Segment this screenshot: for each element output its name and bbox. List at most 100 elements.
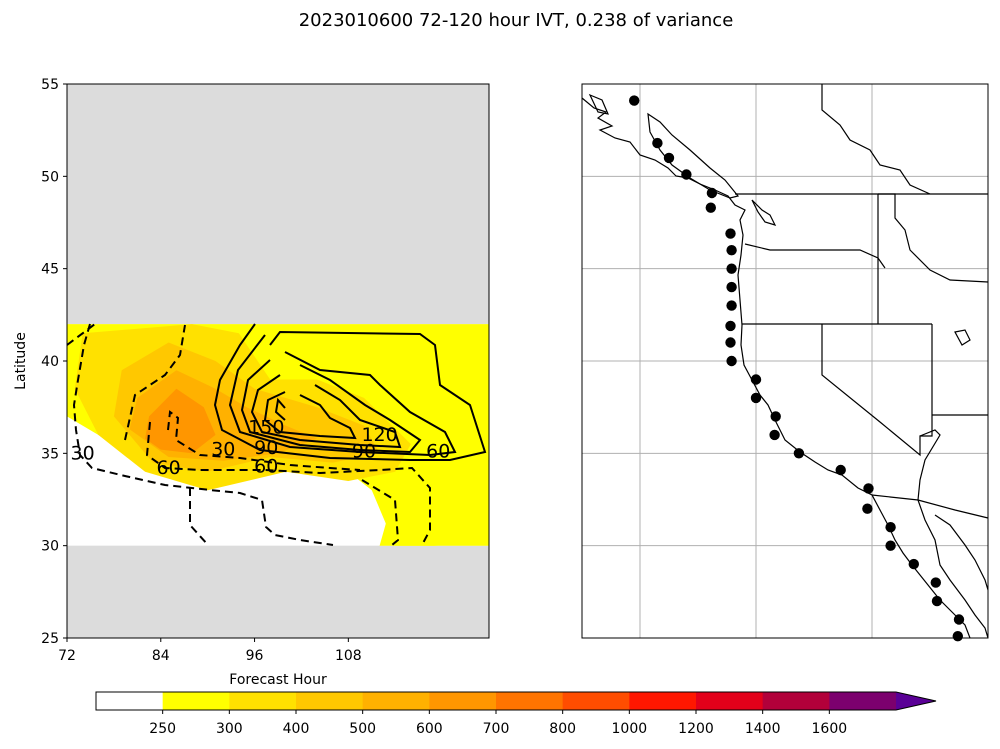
colorbar-segment-6 <box>496 692 564 710</box>
colorbar-segment-10 <box>762 692 830 710</box>
colorbar-segment-0 <box>96 692 164 710</box>
colorbar: 250 300 400 500 600 700 800 1000 1200 1400 1600 <box>95 691 937 737</box>
ivt-ylabel: Latitude <box>13 332 29 390</box>
bc-inland-boundary <box>821 84 931 195</box>
station-marker-25 <box>930 577 941 588</box>
station-marker-7 <box>726 245 737 256</box>
x-tick-label-0: 72 <box>58 648 76 664</box>
contour-pos120 <box>250 374 402 449</box>
y-tick-label-0: 25 <box>41 631 59 647</box>
figure-title: 2023010600 72-120 hour IVT, 0.238 of var… <box>299 10 734 31</box>
contour-label-3: 60 <box>254 455 278 477</box>
station-marker-14 <box>750 374 762 385</box>
ivt-line-contours <box>66 323 487 546</box>
contour-label-0: 30 <box>71 442 95 464</box>
station-marker-19 <box>835 464 846 476</box>
contour-neg90 <box>167 410 361 471</box>
great-salt-lake <box>954 329 971 346</box>
station-marker-23 <box>885 540 896 551</box>
x-tick-label-2: 96 <box>246 648 264 664</box>
contour-label-2: 30 <box>211 439 235 461</box>
contour-pos60 <box>228 334 457 457</box>
colorbar-segment-2 <box>229 692 297 710</box>
y-tick-label-5: 50 <box>41 169 59 185</box>
contour-pos90 <box>240 359 422 454</box>
idaho-montana-border <box>878 193 989 283</box>
no-data-band-0 <box>67 545 489 638</box>
contour-pos180 <box>274 397 286 421</box>
colorbar-label-5: 700 <box>483 721 510 737</box>
contour-neg30-main <box>72 323 334 546</box>
contour-neg30-south <box>189 488 209 546</box>
station-marker-4 <box>706 187 718 199</box>
station-marker-6 <box>725 228 736 239</box>
contour-label-7: 120 <box>361 424 397 446</box>
station-marker-11 <box>725 320 736 332</box>
colorbar-label-1: 300 <box>216 721 243 737</box>
contour-label-6: 90 <box>352 440 376 462</box>
y-tick-label-1: 30 <box>41 539 59 555</box>
mexico-east-coast <box>934 514 989 591</box>
map-frame <box>581 83 989 639</box>
station-marker-15 <box>750 392 762 404</box>
washington-oregon-border <box>744 243 886 269</box>
puget-sound <box>751 199 777 226</box>
colorbar-segment-3 <box>296 692 364 710</box>
colorbar-segment-7 <box>562 692 630 710</box>
ivt-xlabel: Forecast Hour <box>229 672 327 688</box>
colorbar-label-0: 250 <box>149 721 176 737</box>
station-marker-26 <box>931 595 943 607</box>
station-marker-10 <box>726 300 737 311</box>
station-marker-21 <box>862 503 873 514</box>
x-tick-label-3: 108 <box>335 648 362 664</box>
y-tick-label-6: 55 <box>41 77 59 93</box>
colorbar-label-8: 1200 <box>678 721 714 737</box>
colorbar-label-4: 600 <box>416 721 443 737</box>
contour-neg60 <box>124 324 431 546</box>
coastline-and-borders <box>581 84 989 639</box>
contour-pos30 <box>213 323 487 461</box>
station-marker-8 <box>726 263 737 274</box>
colorbar-extend-arrow <box>896 692 936 710</box>
station-marker-12 <box>725 337 736 348</box>
colorbar-outline <box>95 691 937 711</box>
contour-label-4: 90 <box>254 437 278 459</box>
station-marker-28 <box>952 631 963 642</box>
vancouver-island <box>647 112 740 199</box>
colorbar-label-3: 500 <box>349 721 376 737</box>
station-marker-17 <box>769 429 780 441</box>
y-tick-label-2: 35 <box>41 446 59 462</box>
contour-neg30-west <box>66 323 96 346</box>
us-mexico-border <box>871 494 989 519</box>
x-tick-label-1: 84 <box>152 648 170 664</box>
nevada-border <box>821 324 933 457</box>
colorbar-label-9: 1400 <box>745 721 781 737</box>
colorbar-segment-4 <box>362 692 430 710</box>
colorbar-segment-9 <box>696 692 764 710</box>
colorbar-label-10: 1600 <box>812 721 848 737</box>
haida-gwaii <box>588 93 610 115</box>
station-marker-24 <box>908 558 919 570</box>
station-marker-5 <box>705 202 716 213</box>
station-marker-27 <box>953 614 965 625</box>
y-tick-label-4: 45 <box>41 262 59 278</box>
station-marker-22 <box>885 522 896 533</box>
colorbar-label-6: 800 <box>549 721 576 737</box>
colorbar-segment-8 <box>629 692 697 710</box>
colorbar-segment-5 <box>429 692 497 710</box>
station-marker-16 <box>770 411 781 422</box>
station-marker-2 <box>663 152 675 164</box>
ivt-fill-east-250 <box>379 462 489 546</box>
contour-pos150 <box>263 391 357 440</box>
colorado-river-border <box>917 429 941 501</box>
contour-label-8: 60 <box>426 440 450 462</box>
station-marker-18 <box>793 448 805 459</box>
station-marker-9 <box>726 281 737 293</box>
station-marker-0 <box>629 95 640 106</box>
contour-label-5: 150 <box>248 416 284 438</box>
station-marker-13 <box>726 355 737 367</box>
station-marker-20 <box>863 483 874 494</box>
ivt-axes-ticks: 72 84 96 108 25 30 35 40 45 50 55 <box>41 77 362 664</box>
